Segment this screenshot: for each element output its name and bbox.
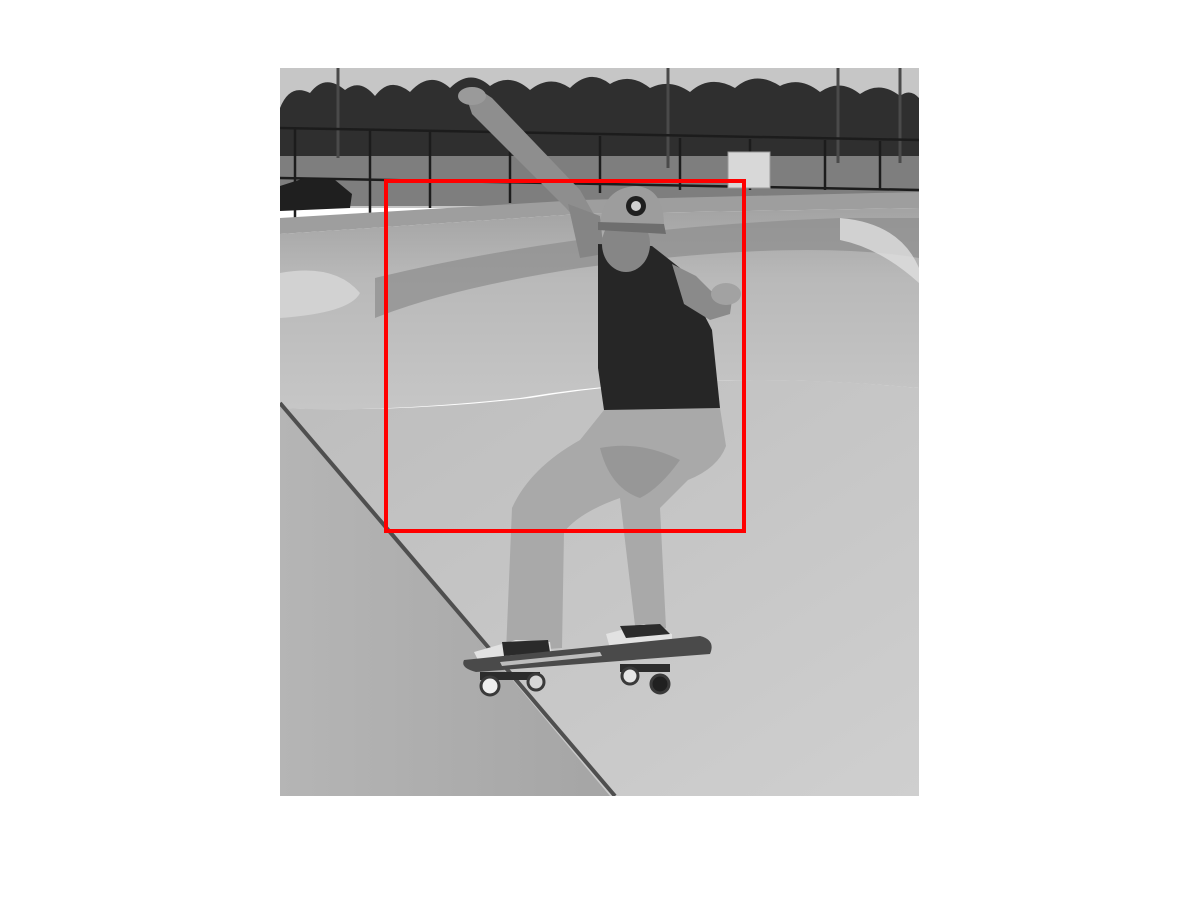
bowl-lip-right: [840, 218, 919, 283]
raised-hand: [458, 87, 486, 105]
left-shoe-dark: [502, 640, 550, 656]
wheel-2: [526, 672, 546, 692]
photo: [280, 68, 919, 796]
raised-arm: [466, 90, 596, 226]
extended-arm: [672, 264, 732, 320]
upper-arm-left: [568, 204, 604, 258]
utility-box: [727, 151, 771, 189]
bowl-shadow: [375, 218, 919, 318]
wheel-3: [620, 666, 640, 686]
bowl-lip-left: [280, 270, 360, 318]
skateboarder: [458, 87, 741, 697]
wheel-4: [649, 673, 671, 695]
parked-car: [280, 178, 352, 211]
extended-hand: [711, 283, 741, 305]
light-poles: [336, 68, 902, 168]
right-shoe-dark: [620, 624, 670, 638]
ramp-edge: [280, 401, 617, 796]
cap-brim: [598, 222, 666, 234]
deck-ledge: [280, 192, 919, 234]
tree-line: [280, 76, 919, 163]
wheel-1: [479, 675, 501, 697]
